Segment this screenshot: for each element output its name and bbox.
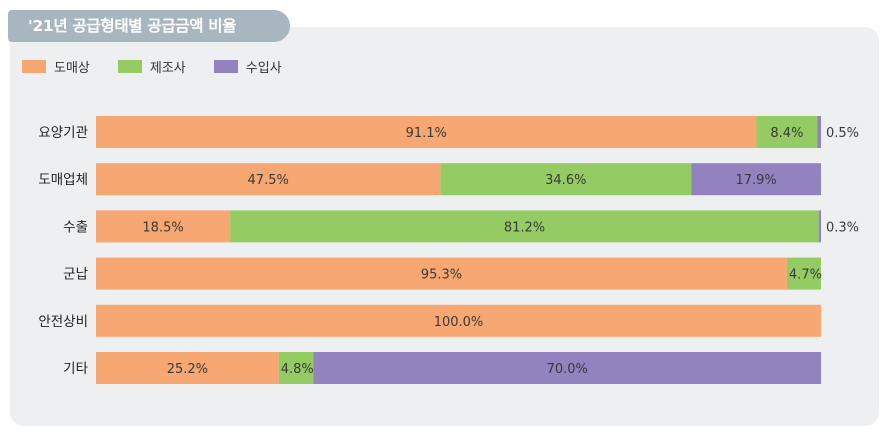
- bar-segment: [278, 352, 314, 384]
- bar-value-label: 47.5%: [248, 173, 289, 188]
- legend-item-manufacturer: 제조사: [117, 57, 186, 76]
- bar-segment: [96, 304, 821, 337]
- legend-label-wholesaler: 도매상: [54, 61, 90, 76]
- category-label: 도매업체: [38, 172, 88, 188]
- bar-segment: [230, 210, 819, 243]
- bar-segment: [96, 163, 441, 196]
- bar-value-label: 95.3%: [421, 268, 462, 283]
- bar-value-label: 70.0%: [547, 362, 588, 377]
- legend-item-wholesaler: 도매상: [22, 57, 90, 76]
- legend-swatch-manufacturer: [117, 60, 142, 73]
- bar-segment: [818, 210, 821, 243]
- legend-swatch-wholesaler: [22, 60, 46, 73]
- bar-value-label: 81.2%: [504, 220, 545, 235]
- bar-segment: [786, 257, 821, 290]
- bar-value-label: 4.8%: [281, 362, 314, 377]
- bar-segment: [96, 210, 231, 243]
- bar-segment: [96, 116, 757, 148]
- chart-title: '21년 공급형태별 공급금액 비율: [28, 17, 237, 35]
- legend-label-manufacturer: 제조사: [149, 61, 186, 76]
- category-label: 요양기관: [38, 125, 88, 141]
- bar-value-label: 8.4%: [770, 126, 803, 141]
- bar-segment: [691, 163, 821, 196]
- bar-value-label: 0.5%: [826, 126, 859, 141]
- bar-segment: [817, 116, 821, 148]
- bar-value-label: 25.2%: [167, 362, 208, 377]
- bar-value-label: 17.9%: [735, 173, 776, 188]
- bar-segment: [96, 352, 279, 384]
- bar-value-label: 100.0%: [434, 315, 484, 330]
- category-label: 수출: [63, 219, 88, 235]
- chart-title-tab: [8, 10, 290, 42]
- bar-value-label: 0.3%: [826, 220, 859, 235]
- bar-value-label: 18.5%: [142, 220, 183, 235]
- bar-segment: [440, 163, 692, 196]
- category-label: 기타: [63, 361, 88, 377]
- bar-value-label: 4.7%: [789, 268, 822, 283]
- legend-swatch-importer: [213, 60, 238, 73]
- category-label: 군납: [63, 267, 88, 283]
- bar-segment: [96, 257, 787, 290]
- legend-item-importer: 수입사: [213, 57, 282, 76]
- category-label: 안전상비: [38, 314, 88, 330]
- chart-legend: 도매상 제조사 수입사: [22, 57, 282, 76]
- legend-label-importer: 수입사: [245, 61, 282, 76]
- bar-segment: [756, 116, 818, 148]
- bar-value-label: 34.6%: [545, 173, 586, 188]
- bar-value-label: 91.1%: [406, 126, 447, 141]
- bar-segment: [313, 352, 821, 384]
